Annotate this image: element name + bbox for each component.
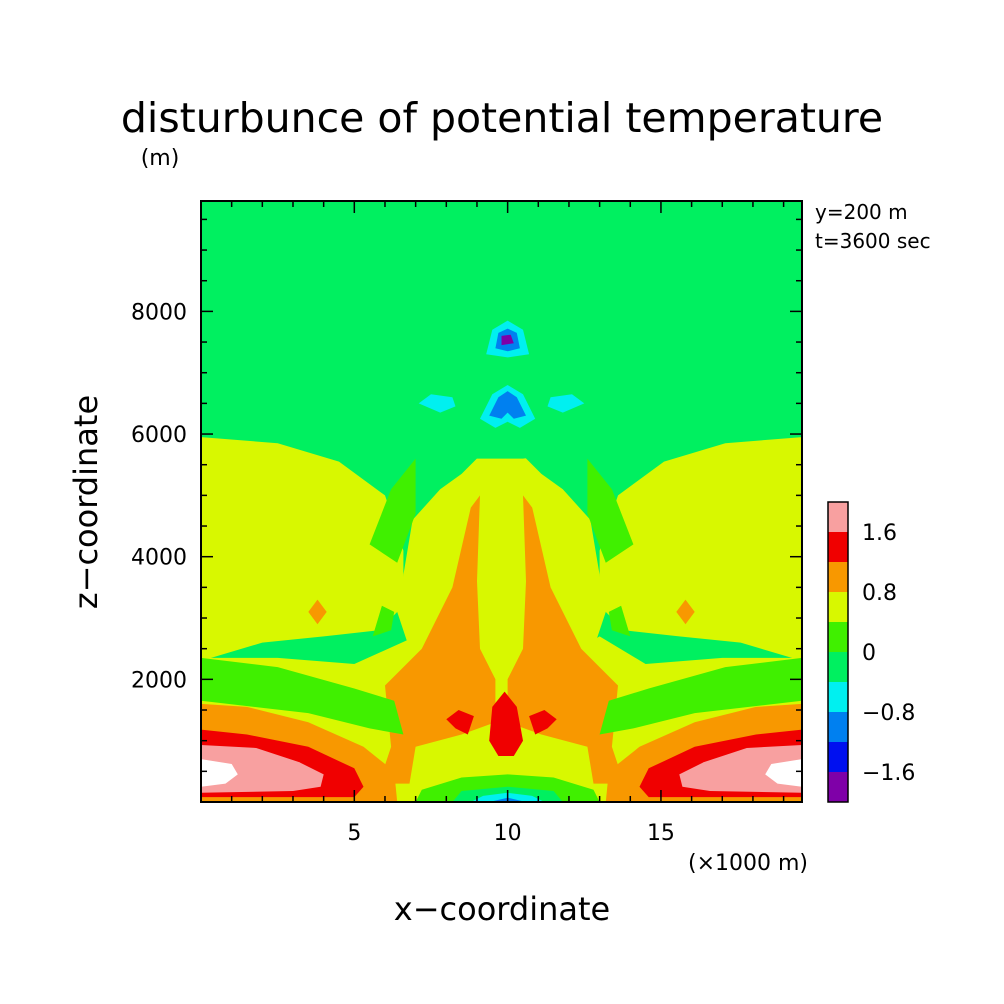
- colorbar-swatch: [828, 532, 848, 562]
- x-axis-label: x−coordinate: [394, 890, 610, 928]
- contour-region-red-spot-right: [529, 710, 557, 735]
- colorbar-swatch: [828, 742, 848, 772]
- contour-region-cool-mid-left: [201, 397, 404, 490]
- y-tick-label: 2000: [131, 668, 187, 693]
- colorbar-label: −1.6: [862, 761, 915, 786]
- colorbar-swatch: [828, 652, 848, 682]
- tick-labels: 5 10 15 2000 4000 6000 8000: [131, 300, 675, 846]
- y-tick-label: 6000: [131, 423, 187, 448]
- contour-region-green-band-lower: [201, 657, 404, 735]
- y-tick-label: 4000: [131, 546, 187, 571]
- y-unit: (m): [141, 146, 180, 171]
- contour-region-cool-mid-right: [599, 397, 802, 490]
- contour-region-upper-cyan-right: [547, 394, 585, 413]
- colorbar-label: 0.8: [862, 581, 897, 606]
- colorbar-frame: [827, 501, 849, 803]
- contour-region-orange-plume-right: [507, 495, 625, 784]
- y-tick-label: 8000: [131, 300, 187, 325]
- x-tick-label: 15: [647, 821, 675, 846]
- contour-region-green-wedge-right: [587, 458, 634, 563]
- x-unit: (×1000 m): [688, 851, 808, 876]
- contour-region-core-max-right: [765, 759, 802, 787]
- colorbar-swatch: [828, 712, 848, 742]
- contour-region-green-strip-right: [608, 605, 631, 637]
- contour-region-orange-spot-left: [308, 599, 327, 625]
- colorbar: −1.6 −0.8 0 0.8 1.6: [827, 501, 915, 803]
- y-ticks: [201, 218, 802, 773]
- colorbar-swatch: [828, 772, 848, 802]
- contour-region-upper-blue-center: [489, 391, 526, 419]
- contour-region-green-wedge-left: [369, 458, 416, 563]
- contour-region-red-spot-left: [446, 710, 474, 735]
- contour-region-top-violet: [501, 334, 514, 346]
- colorbar-swatch: [828, 562, 848, 592]
- contour-region-orange-plume-left: [378, 495, 496, 784]
- y-axis-label: z−coordinate: [67, 395, 105, 609]
- contour-region-warm-layer-upper-right: [599, 437, 802, 661]
- annotation-y: y=200 m: [815, 200, 908, 224]
- plot-area: [201, 201, 802, 802]
- annotation-t: t=3600 sec: [815, 229, 931, 253]
- contour-region-core-max-left: [201, 759, 238, 787]
- x-tick-label: 10: [494, 821, 522, 846]
- contour-region-upper-cool-top-right: [516, 201, 686, 373]
- colorbar-swatch: [828, 622, 848, 652]
- contour-region-orange-spot-right: [676, 599, 695, 625]
- contour-region-green-band-lower-right: [599, 657, 802, 735]
- colorbar-label: 1.6: [862, 521, 897, 546]
- x-ticks: [230, 201, 785, 802]
- colorbar-label: −0.8: [862, 701, 915, 726]
- colorbar-swatch: [828, 502, 848, 532]
- colorbar-label: 0: [862, 641, 876, 666]
- contour-region-green-strip-left: [372, 605, 395, 637]
- plot-frame: [200, 200, 803, 803]
- contour-region-upper-cool-top-left: [317, 201, 487, 373]
- contour-region-center-red: [489, 691, 523, 756]
- contour-region-near-surface-max-right: [679, 745, 802, 793]
- contour-region-near-surface-max: [201, 745, 324, 793]
- x-tick-label: 5: [347, 821, 361, 846]
- colorbar-swatch: [828, 682, 848, 712]
- chart-title: disturbunce of potential temperature: [121, 94, 883, 142]
- contour-region-upper-cyan-left: [418, 394, 456, 413]
- contour-region-warm-layer-upper-left: [201, 437, 404, 661]
- colorbar-swatch: [828, 592, 848, 622]
